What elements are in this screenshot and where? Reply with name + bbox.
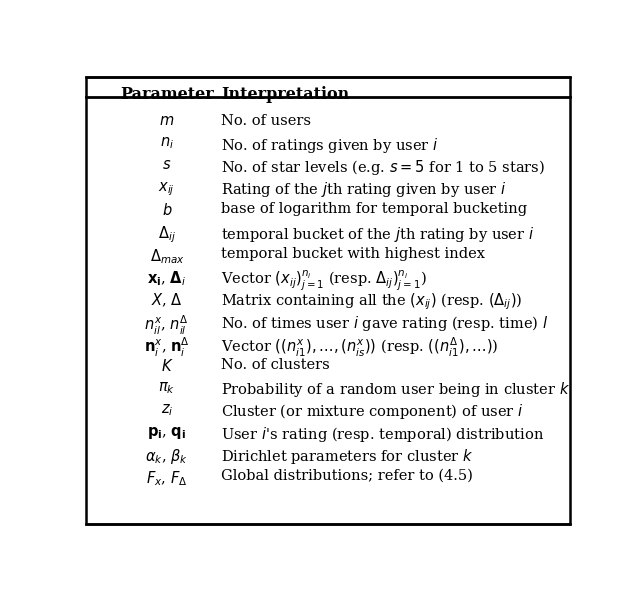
Text: $\Delta_{max}$: $\Delta_{max}$	[150, 247, 184, 265]
Text: base of logarithm for temporal bucketing: base of logarithm for temporal bucketing	[221, 202, 527, 217]
Text: Cluster (or mixture component) of user $i$: Cluster (or mixture component) of user $…	[221, 402, 524, 421]
Text: No. of times user $i$ gave rating (resp. time) $l$: No. of times user $i$ gave rating (resp.…	[221, 314, 548, 333]
Text: Matrix containing all the $(x_{ij})$ (resp. $(\Delta_{ij})$): Matrix containing all the $(x_{ij})$ (re…	[221, 292, 523, 312]
Text: $\mathbf{p_i}$, $\mathbf{q_i}$: $\mathbf{p_i}$, $\mathbf{q_i}$	[147, 425, 186, 441]
Text: $m$: $m$	[159, 114, 175, 127]
Text: Vector $((n_{i1}^x), \ldots, (n_{is}^x))$ (resp. $((n_{i1}^{\Delta}),\ldots)$): Vector $((n_{i1}^x), \ldots, (n_{is}^x))…	[221, 336, 499, 359]
Text: temporal bucket with highest index: temporal bucket with highest index	[221, 247, 485, 261]
Text: temporal bucket of the $j$th rating by user $i$: temporal bucket of the $j$th rating by u…	[221, 225, 534, 243]
Text: $x_{ij}$: $x_{ij}$	[159, 180, 175, 198]
Text: Global distributions; refer to (4.5): Global distributions; refer to (4.5)	[221, 469, 473, 483]
Text: $K$: $K$	[161, 358, 173, 374]
Text: $F_x$, $F_{\Delta}$: $F_x$, $F_{\Delta}$	[146, 469, 188, 488]
Text: No. of star levels (e.g. $s = 5$ for 1 to 5 stars): No. of star levels (e.g. $s = 5$ for 1 t…	[221, 158, 545, 177]
Text: $z_i$: $z_i$	[161, 402, 173, 418]
Text: $n_{il}^x$, $n_{il}^{\Delta}$: $n_{il}^x$, $n_{il}^{\Delta}$	[145, 314, 189, 337]
Text: $b$: $b$	[161, 202, 172, 218]
Text: No. of users: No. of users	[221, 114, 312, 127]
Text: Parameter: Parameter	[120, 86, 214, 103]
Text: No. of ratings given by user $i$: No. of ratings given by user $i$	[221, 136, 439, 155]
Text: $s$: $s$	[162, 158, 172, 172]
Text: User $i$'s rating (resp. temporal) distribution: User $i$'s rating (resp. temporal) distr…	[221, 425, 545, 444]
Text: $X$, $\Delta$: $X$, $\Delta$	[151, 292, 182, 309]
Text: $\alpha_k$, $\beta_k$: $\alpha_k$, $\beta_k$	[145, 447, 188, 466]
Text: Probability of a random user being in cluster $k$: Probability of a random user being in cl…	[221, 380, 570, 399]
Text: Dirichlet parameters for cluster $k$: Dirichlet parameters for cluster $k$	[221, 447, 474, 466]
Text: $\pi_k$: $\pi_k$	[158, 380, 175, 396]
Text: $n_i$: $n_i$	[160, 136, 174, 152]
Text: Vector $(x_{ij})_{j=1}^{n_i}$ (resp. $\Delta_{ij})_{j=1}^{n_i}$): Vector $(x_{ij})_{j=1}^{n_i}$ (resp. $\D…	[221, 269, 428, 293]
Text: $\mathbf{x_i}$, $\boldsymbol{\Delta}_i$: $\mathbf{x_i}$, $\boldsymbol{\Delta}_i$	[147, 269, 186, 288]
Text: Rating of the $j$th rating given by user $i$: Rating of the $j$th rating given by user…	[221, 180, 507, 199]
FancyBboxPatch shape	[86, 77, 570, 524]
Text: Interpretation: Interpretation	[221, 86, 349, 103]
Text: $\mathbf{n}_i^x$, $\mathbf{n}_i^{\Delta}$: $\mathbf{n}_i^x$, $\mathbf{n}_i^{\Delta}…	[144, 336, 189, 359]
Text: $\Delta_{ij}$: $\Delta_{ij}$	[158, 225, 176, 245]
Text: No. of clusters: No. of clusters	[221, 358, 330, 372]
